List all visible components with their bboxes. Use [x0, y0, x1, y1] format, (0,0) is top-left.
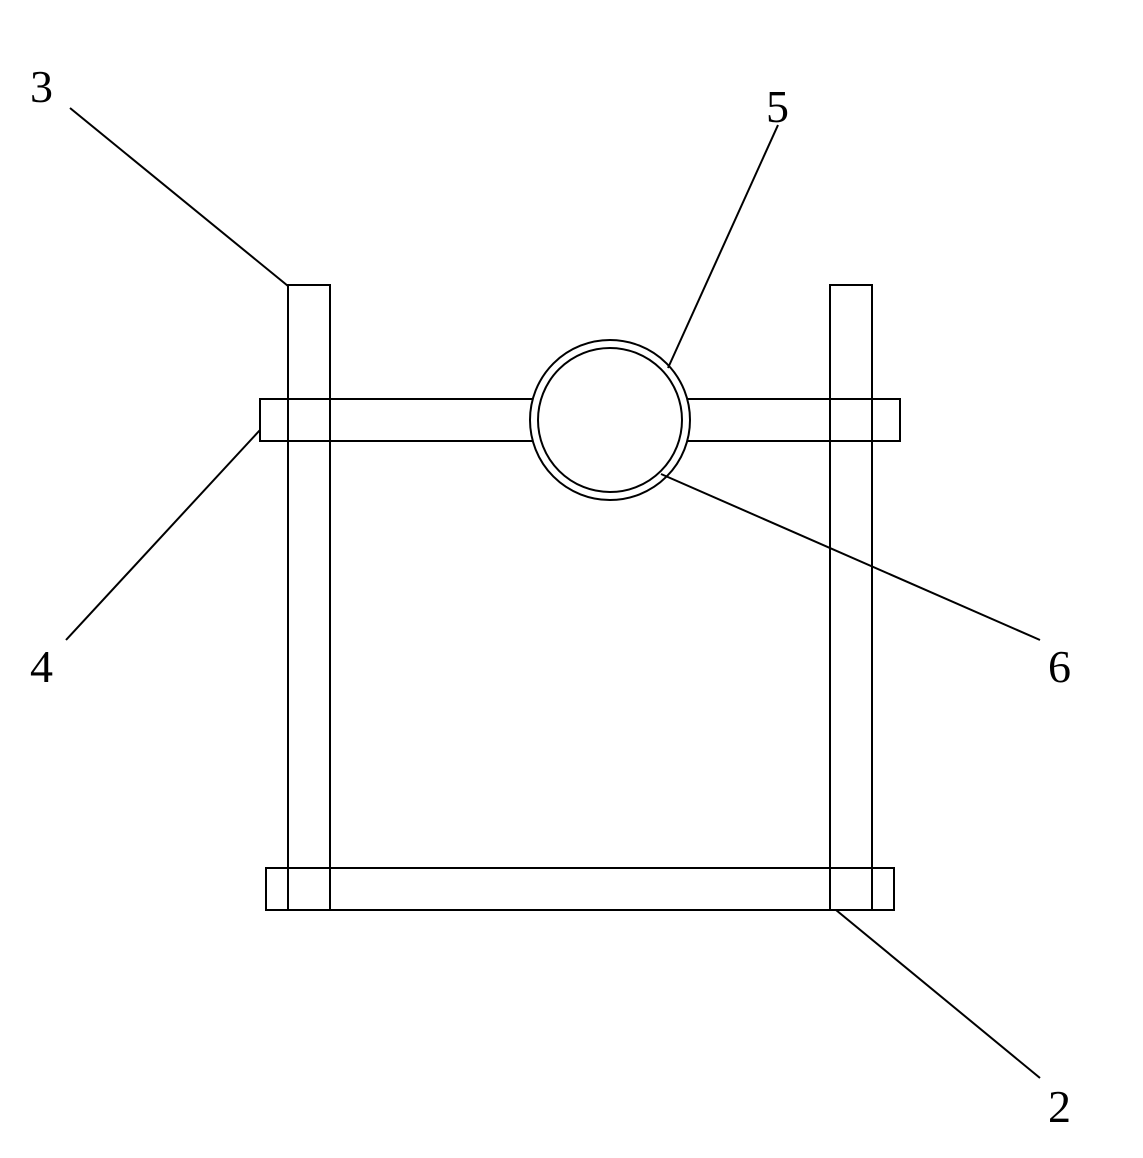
right-vertical-bar [830, 285, 872, 910]
callout-label-5: 5 [766, 80, 789, 133]
leader-label-3 [70, 108, 288, 286]
technical-diagram [0, 0, 1143, 1158]
ring-inner [538, 348, 682, 492]
callout-label-2: 2 [1048, 1080, 1071, 1133]
bottom-bar [266, 868, 894, 910]
callout-label-4: 4 [30, 640, 53, 693]
left-vertical-bar [288, 285, 330, 910]
callout-label-3: 3 [30, 60, 53, 113]
leader-label-2 [836, 910, 1040, 1078]
leader-label-5 [668, 125, 778, 368]
callout-label-6: 6 [1048, 640, 1071, 693]
leader-label-4 [66, 430, 260, 640]
